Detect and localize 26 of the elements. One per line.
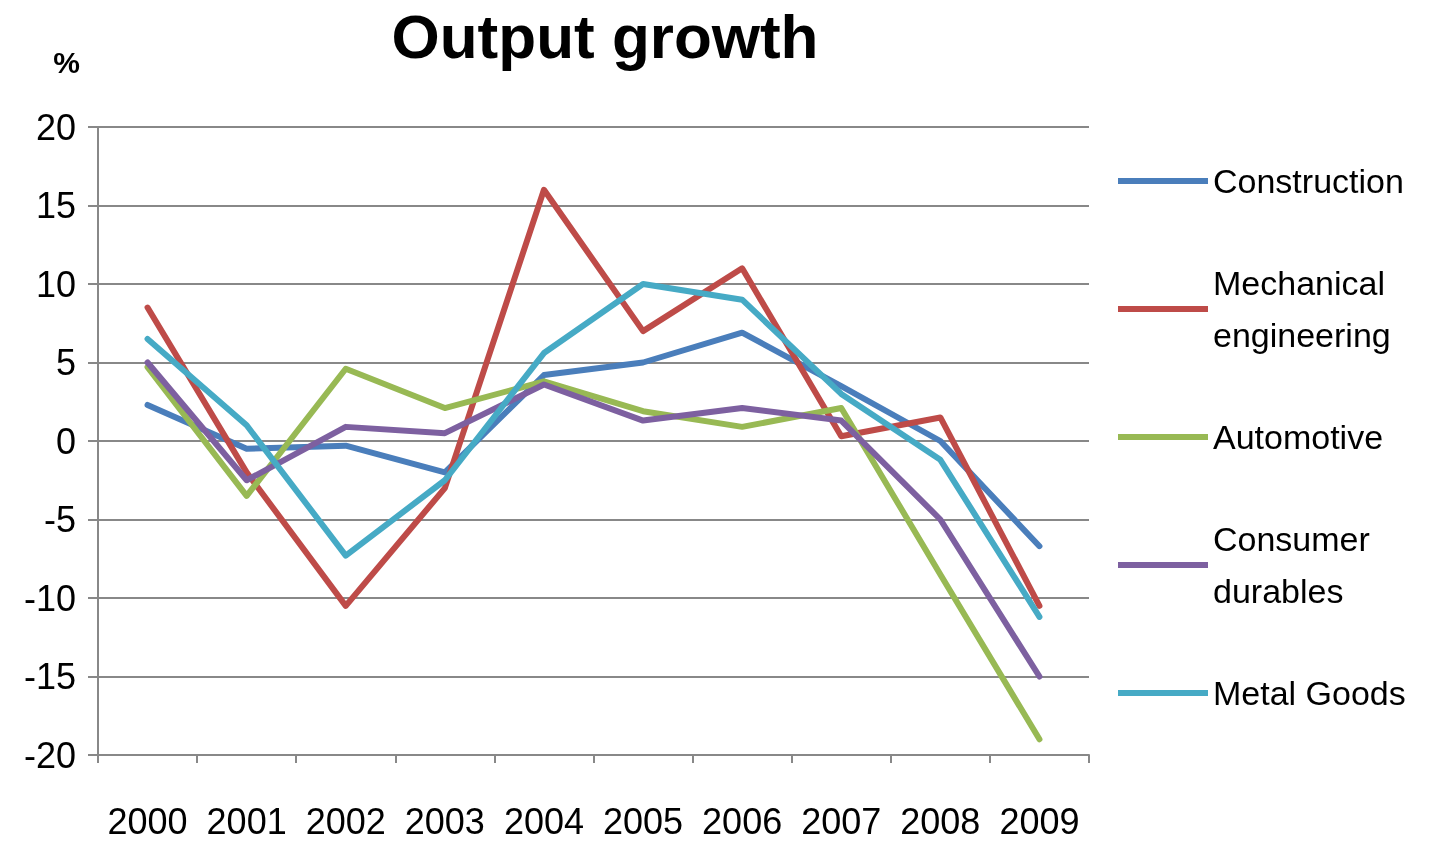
x-tick-label: 2008 [900,800,981,842]
y-tick-label: 10 [35,263,76,305]
y-axis-title: % [53,45,80,79]
x-tick-label: 2006 [702,800,783,842]
y-tick-label: -5 [43,499,76,540]
x-tick-label: 2003 [404,800,485,842]
x-tick-label: 2004 [503,800,584,842]
y-tick-label: 5 [55,342,76,383]
legend-label: Consumer durables [1213,520,1380,610]
x-tick-label: 2005 [603,800,684,842]
x-tick-label: 2000 [107,800,188,842]
legend-label: Mechanical engineering [1213,264,1395,354]
legend-label: Metal Goods [1213,674,1406,712]
y-tick-label: 15 [35,185,76,226]
y-tick-label: -20 [23,734,76,776]
x-tick-label: 2001 [206,800,287,842]
y-tick-label: 20 [35,106,76,148]
y-tick-label: 0 [55,420,76,462]
y-tick-label: -15 [23,656,76,697]
y-tick-label: -10 [23,577,76,619]
chart-title: Output growth [391,1,819,71]
legend-label: Automotive [1213,418,1384,456]
legend-label: Construction [1213,162,1404,200]
x-tick-label: 2009 [999,800,1080,842]
x-tick-label: 2002 [305,800,386,842]
x-tick-label: 2007 [801,800,882,842]
